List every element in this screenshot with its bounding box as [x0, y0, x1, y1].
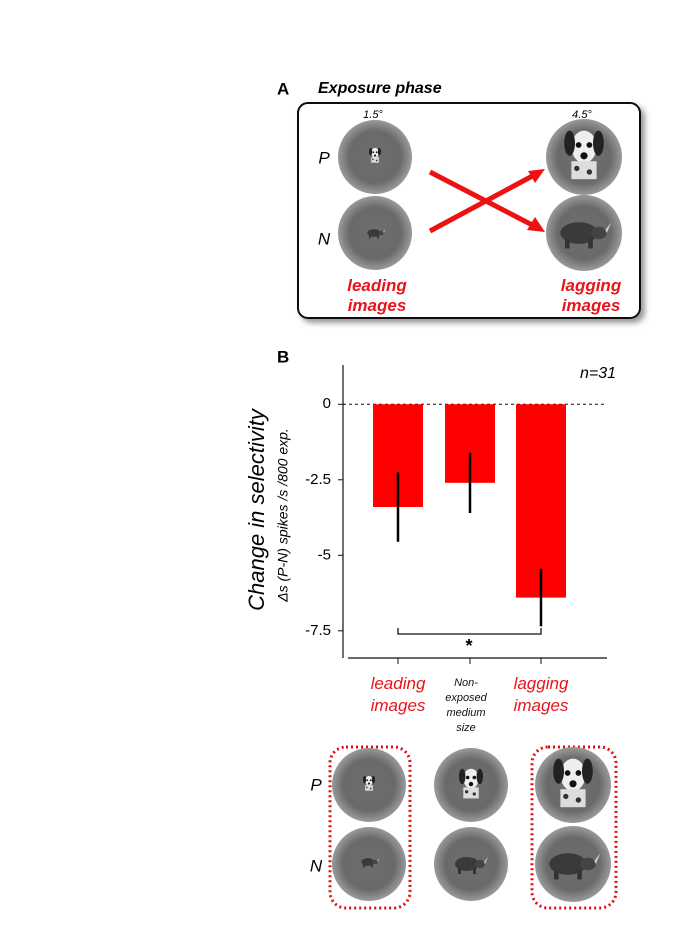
- chart: B 0 -2.5 -5 -7.5 leading images Non-exposed medi…: [244, 347, 616, 733]
- arrow-head: [527, 217, 545, 232]
- y-tick-label: -7.5: [305, 622, 331, 639]
- panel-label: A: [277, 79, 289, 98]
- highlight-box: [530, 745, 618, 910]
- highlight-box: [328, 745, 412, 910]
- arrow: [428, 170, 540, 234]
- arrow-head: [528, 169, 545, 183]
- row-label: N: [318, 229, 331, 248]
- x-tick-label: lagging images: [514, 674, 569, 715]
- lagging-label: lagging images: [561, 276, 622, 315]
- size-label: 1.5°: [363, 109, 383, 121]
- size-label: 4.5°: [572, 109, 592, 121]
- leading-label: leading images: [347, 276, 407, 315]
- significance-bracket: [397, 628, 542, 635]
- x-tick-label: leading images: [371, 674, 426, 715]
- annotation: n=31: [580, 365, 616, 382]
- row-label: P: [318, 148, 330, 167]
- row-label: P: [310, 775, 322, 794]
- panel-label: B: [277, 347, 289, 366]
- row-label: N: [310, 856, 323, 875]
- x-tick-label: Non-exposed medium size: [445, 677, 487, 734]
- y-axis-sublabel: Δs (P-N) spikes /s /800 exp.: [275, 428, 291, 603]
- panel-b-images: P N: [310, 745, 618, 910]
- y-axis-label: Change in selectivity: [244, 407, 269, 611]
- significance-label: *: [465, 636, 472, 656]
- panel-title: Exposure phase: [318, 80, 442, 97]
- y-tick-label: -5: [318, 546, 331, 563]
- bar: [516, 404, 566, 598]
- y-tick-label: -2.5: [305, 471, 331, 488]
- panel-a: A Exposure phase 1.5° 4.5° P N leading im…: [277, 79, 641, 319]
- y-tick-label: 0: [323, 395, 331, 412]
